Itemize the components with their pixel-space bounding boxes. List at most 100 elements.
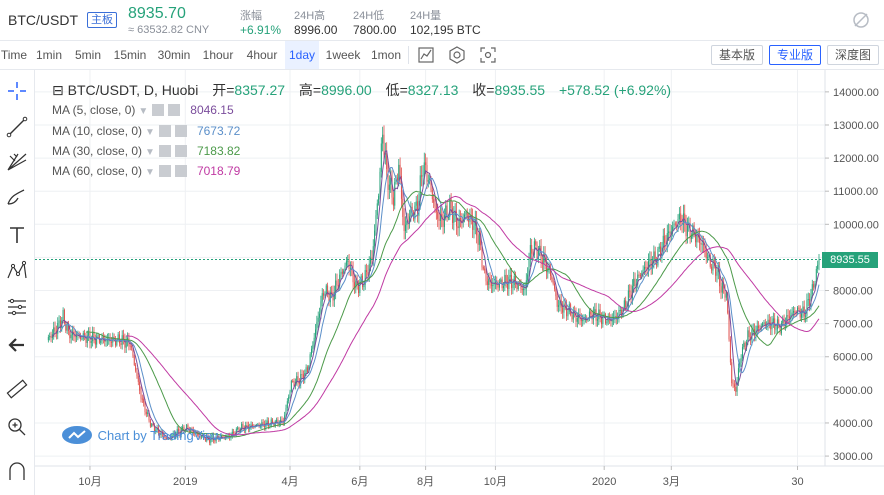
tradingview-branding[interactable]: Chart by TradingView [60,425,222,445]
candle-body [266,420,268,424]
hide-icon[interactable] [852,11,870,29]
candle-body [210,438,212,443]
candle-body [261,422,263,426]
view-basic-button[interactable]: 基本版 [711,45,764,65]
candle-body [555,288,557,297]
brush-icon[interactable] [4,184,30,210]
candle-body [167,438,169,440]
settings-icon[interactable] [447,45,467,65]
timeframe-4hour[interactable]: 4hour [246,48,278,62]
legend-high: 8996.00 [321,82,372,98]
candle-body [423,162,425,175]
fullscreen-icon[interactable] [478,45,498,65]
fib-fan-icon[interactable] [4,148,30,174]
candle-body [251,424,253,427]
close-icon[interactable] [174,145,187,157]
candle-body [567,311,569,317]
ticker-bar: BTC/USDT 主板 8935.70 ≈ 63532.82 CNY 涨幅 +6… [0,0,884,41]
candle-body [214,440,216,442]
timeframe-1mon[interactable]: 1mon [370,48,402,62]
candle-body [725,293,727,298]
candle-body [719,269,721,287]
candle-body [699,235,701,243]
candle-body [665,242,667,245]
candle-body [399,164,401,176]
candle-body [164,437,166,439]
settings-icon[interactable] [158,165,171,177]
chevron-down-icon[interactable]: ▼ [145,147,155,158]
chevron-down-icon[interactable]: ▼ [145,167,155,178]
ma-row-60[interactable]: MA (60, close, 0) ▼ 7018.79 [52,163,240,179]
timeframe-30min[interactable]: 30min [157,48,191,62]
candle-body [305,367,307,374]
chart-style-icon[interactable] [416,45,436,65]
candle-body [649,258,651,261]
timeframe-1day[interactable]: 1day [285,41,319,69]
candle-body [743,342,745,348]
candle-body [466,211,468,218]
view-pro-button[interactable]: 专业版 [769,45,822,65]
measure-icon[interactable] [4,376,30,402]
text-tool-icon[interactable] [4,222,30,248]
legend-collapse-icon[interactable]: ⊟ [52,82,64,98]
pattern-icon[interactable] [4,258,30,284]
candle-body [67,325,69,331]
candle-body [768,319,770,323]
close-icon[interactable] [174,165,187,177]
candle-body [747,330,749,342]
view-depth-button[interactable]: 深度图 [827,45,880,65]
candle-body [756,325,758,332]
price-chart[interactable]: 3000.00 4000.00 5000.00 6000.00 7000.00 8000.… [35,70,884,495]
settings-icon[interactable] [152,104,165,116]
candle-body [686,225,688,237]
candle-body [374,230,376,247]
candle-body [186,424,188,431]
ruler-levels-icon[interactable] [4,294,30,320]
candle-body [199,434,201,438]
ma-row-30[interactable]: MA (30, close, 0) ▼ 7183.82 [52,143,240,159]
chevron-down-icon[interactable]: ▼ [138,106,149,117]
candle-body [673,223,675,227]
candle-body [778,319,780,326]
candle-body [149,420,151,427]
candle-body [652,262,654,268]
arrow-left-icon[interactable] [4,332,30,358]
timeframe-1min[interactable]: 1min [35,48,62,62]
candle-body [532,253,534,255]
magnet-icon[interactable] [4,458,30,484]
ma-row-10[interactable]: MA (10, close, 0) ▼ 7673.72 [52,123,240,139]
candle-body [728,312,730,340]
candle-body [775,329,777,331]
candle-body [182,426,184,430]
candle-body [94,338,96,345]
settings-icon[interactable] [158,145,171,157]
candle-body [771,322,773,330]
candle-body [638,274,640,276]
timeframe-1week[interactable]: 1week [325,48,361,62]
candle-body [195,433,197,435]
zoom-icon[interactable] [4,414,30,440]
pair-name[interactable]: BTC/USDT [8,12,78,28]
crosshair-icon[interactable] [4,78,30,104]
candle-body [767,319,769,326]
cny-price: ≈ 63532.82 CNY [128,24,210,36]
ma-row-5[interactable]: MA (5, close, 0) ▼ 8046.15 [52,102,234,118]
timeframe-time[interactable]: Time [0,48,28,62]
x-tick-label: 3月 [663,476,680,488]
ma-line-ma60 [126,195,820,436]
chevron-down-icon[interactable]: ▼ [145,127,155,138]
candle-body [442,218,444,227]
candle-body [797,307,799,314]
timeframe-5min[interactable]: 5min [74,48,101,62]
timeframe-1hour[interactable]: 1hour [202,48,234,62]
timeframe-15min[interactable]: 15min [113,48,147,62]
trend-line-icon[interactable] [4,114,30,140]
close-icon[interactable] [174,125,187,137]
candle-body [813,284,815,288]
candle-body [136,370,138,377]
candle-body [703,243,705,246]
close-icon[interactable] [168,104,181,116]
candle-body [120,343,122,345]
settings-icon[interactable] [158,125,171,137]
ohlc-legend: ⊟ BTC/USDT, D, Huobi 开=8357.27 高=8996.00… [52,80,671,100]
